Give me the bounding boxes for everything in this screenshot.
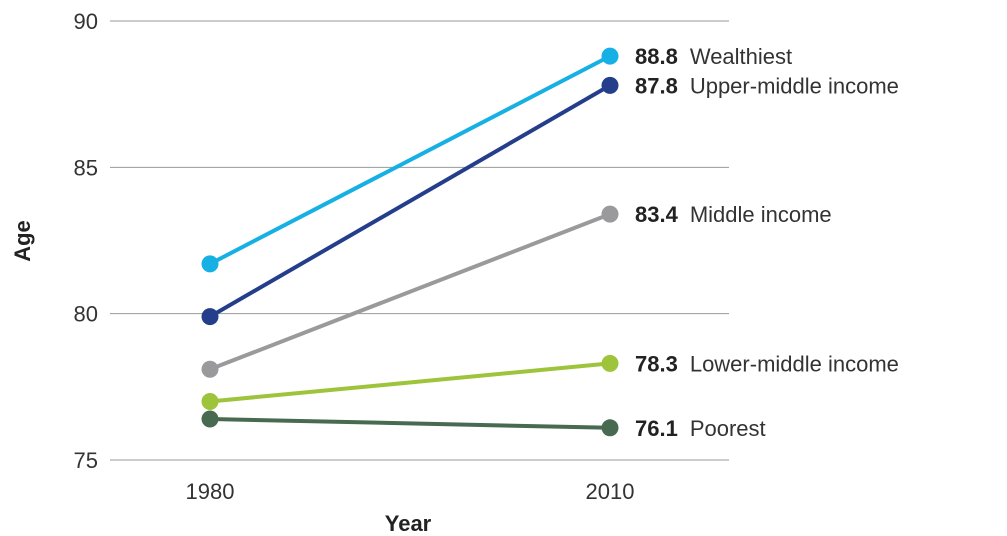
value-label: 87.8: [635, 73, 678, 98]
series-wealthiest: [201, 47, 619, 273]
series-end-labels: 88.8 Wealthiest 87.8 Upper-middle income 83.…: [635, 44, 899, 441]
series-upper-middle-income: [201, 76, 619, 326]
value-label: 83.4: [635, 202, 679, 227]
series-line: [208, 417, 612, 430]
series-name-label: Upper-middle income: [690, 73, 899, 98]
data-point: [601, 47, 619, 65]
end-label: 83.4 Middle income: [635, 202, 832, 227]
end-label: 78.3 Lower-middle income: [635, 351, 899, 376]
data-point: [601, 419, 619, 437]
series-name-label: Poorest: [690, 416, 766, 441]
series-line: [208, 212, 612, 372]
data-point: [201, 255, 219, 273]
x-axis-ticks: 1980 2010: [186, 479, 635, 504]
data-point: [601, 354, 619, 372]
series-name-label: Middle income: [690, 202, 832, 227]
data-point: [201, 410, 219, 428]
y-tick-label: 85: [74, 155, 98, 180]
value-label: 78.3: [635, 351, 678, 376]
series-lower-middle-income: [201, 354, 619, 410]
y-axis-ticks: 90 85 80 75: [74, 9, 98, 473]
data-point: [201, 308, 219, 326]
y-tick-label: 75: [74, 448, 98, 473]
series-line: [208, 83, 612, 319]
x-tick-label: 1980: [186, 479, 235, 504]
value-label: 88.8: [635, 44, 678, 69]
series-name-label: Lower-middle income: [690, 351, 899, 376]
x-tick-label: 2010: [586, 479, 635, 504]
end-label: 87.8 Upper-middle income: [635, 73, 899, 98]
series-line: [208, 54, 612, 266]
data-point: [201, 392, 219, 410]
series-middle-income: [201, 205, 619, 378]
y-axis-title: Age: [10, 220, 35, 262]
x-axis-title: Year: [385, 511, 432, 536]
data-point: [601, 205, 619, 223]
value-label: 76.1: [635, 416, 678, 441]
series-line: [208, 361, 612, 404]
end-label: 76.1 Poorest: [635, 416, 766, 441]
series-lines: [201, 47, 619, 437]
data-point: [201, 360, 219, 378]
series-name-label: Wealthiest: [690, 44, 792, 69]
y-tick-label: 90: [74, 9, 98, 34]
y-tick-label: 80: [74, 302, 98, 327]
end-label: 88.8 Wealthiest: [635, 44, 792, 69]
data-point: [601, 76, 619, 94]
series-poorest: [201, 410, 619, 437]
